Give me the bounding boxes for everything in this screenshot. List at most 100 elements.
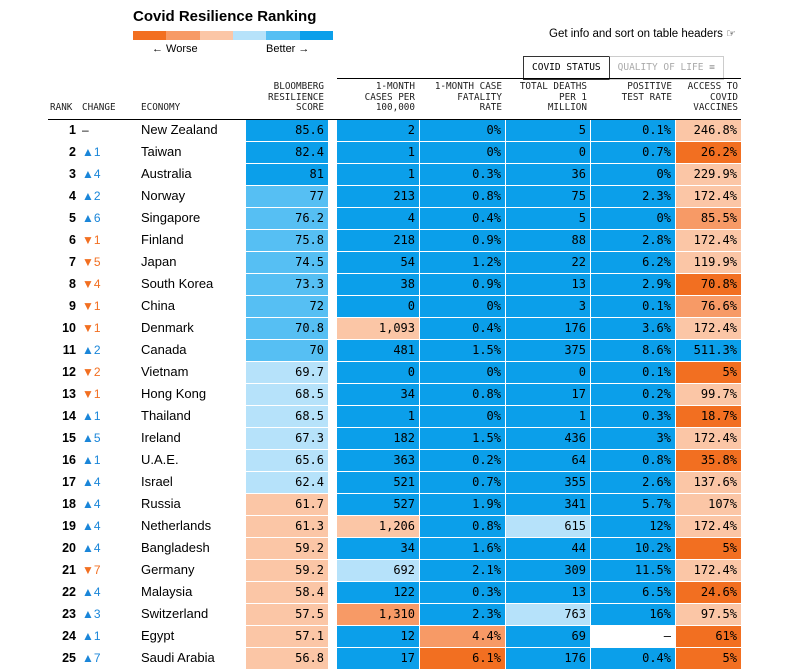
- table-row: 16 ▲1 U.A.E. 65.6 363 0.2% 64 0.8% 35.8%: [0, 449, 795, 471]
- vaccines-cell: 5%: [676, 362, 741, 383]
- score-cell: 72: [246, 296, 328, 317]
- positive-cell: 0%: [591, 164, 675, 185]
- positive-cell: 0.3%: [591, 406, 675, 427]
- header-score[interactable]: BLOOMBERG RESILIENCE SCORE: [268, 81, 324, 113]
- score-cell: 61.7: [246, 494, 328, 515]
- up-arrow-icon: ▲6: [82, 211, 101, 225]
- table-row: 3 ▲4 Australia 81 1 0.3% 36 0% 229.9%: [0, 163, 795, 185]
- change-cell: ▲3: [82, 603, 101, 625]
- tab-quality-of-life[interactable]: QUALITY OF LIFE ≡: [608, 56, 724, 80]
- header-economy[interactable]: ECONOMY: [141, 102, 181, 113]
- score-cell: 75.8: [246, 230, 328, 251]
- deaths-cell: 0: [506, 142, 590, 163]
- rank-cell: 6: [69, 233, 76, 247]
- cases-cell: 0: [337, 296, 419, 317]
- cases-cell: 1: [337, 164, 419, 185]
- cfr-cell: 0.3%: [420, 582, 505, 603]
- cfr-cell: 0.4%: [420, 318, 505, 339]
- vaccines-cell: 76.6%: [676, 296, 741, 317]
- table-row: 17 ▲4 Israel 62.4 521 0.7% 355 2.6% 137.6%: [0, 471, 795, 493]
- table-row: 2 ▲1 Taiwan 82.4 1 0% 0 0.7% 26.2%: [0, 141, 795, 163]
- table-row: 21 ▼7 Germany 59.2 692 2.1% 309 11.5% 172.4%: [0, 559, 795, 581]
- deaths-cell: 375: [506, 340, 590, 361]
- deaths-cell: 13: [506, 274, 590, 295]
- economy-cell: Bangladesh: [141, 540, 210, 555]
- cfr-cell: 0%: [420, 406, 505, 427]
- up-arrow-icon: ▲1: [82, 145, 101, 159]
- vaccines-cell: 172.4%: [676, 560, 741, 581]
- vaccines-cell: 26.2%: [676, 142, 741, 163]
- deaths-cell: 22: [506, 252, 590, 273]
- positive-cell: 2.3%: [591, 186, 675, 207]
- deaths-cell: 341: [506, 494, 590, 515]
- rank-cell: 12: [62, 365, 76, 379]
- header-cases[interactable]: 1-MONTH CASES PER 100,000: [364, 81, 415, 113]
- table-row: 20 ▲4 Bangladesh 59.2 34 1.6% 44 10.2% 5%: [0, 537, 795, 559]
- cfr-cell: 0.3%: [420, 164, 505, 185]
- cases-cell: 521: [337, 472, 419, 493]
- positive-cell: 3%: [591, 428, 675, 449]
- header-rank[interactable]: RANK: [50, 102, 73, 113]
- view-tabs: COVID STATUS QUALITY OF LIFE ≡: [523, 56, 724, 80]
- cfr-cell: 1.2%: [420, 252, 505, 273]
- header-deaths[interactable]: TOTAL DEATHS PER 1 MILLION: [519, 81, 587, 113]
- economy-cell: U.A.E.: [141, 452, 179, 467]
- cases-cell: 1,206: [337, 516, 419, 537]
- score-cell: 61.3: [246, 516, 328, 537]
- positive-cell: 0.8%: [591, 450, 675, 471]
- deaths-cell: 69: [506, 626, 590, 647]
- header-positive[interactable]: POSITIVE TEST RATE: [621, 81, 672, 103]
- change-cell: ▲4: [82, 581, 101, 603]
- rank-cell: 20: [62, 541, 76, 555]
- change-cell: ▲1: [82, 141, 101, 163]
- header-cfr[interactable]: 1-MONTH CASE FATALITY RATE: [434, 81, 502, 113]
- cfr-cell: 0.8%: [420, 384, 505, 405]
- legend-better-label: Better →: [266, 43, 310, 55]
- positive-cell: 12%: [591, 516, 675, 537]
- header-vaccines[interactable]: ACCESS TO COVID VACCINES: [687, 81, 738, 113]
- cases-cell: 1: [337, 142, 419, 163]
- up-arrow-icon: ▲4: [82, 585, 101, 599]
- vaccines-cell: 61%: [676, 626, 741, 647]
- positive-cell: 0.4%: [591, 648, 675, 669]
- economy-cell: South Korea: [141, 276, 214, 291]
- table-row: 14 ▲1 Thailand 68.5 1 0% 1 0.3% 18.7%: [0, 405, 795, 427]
- table-row: 13 ▼1 Hong Kong 68.5 34 0.8% 17 0.2% 99.7%: [0, 383, 795, 405]
- score-cell: 70: [246, 340, 328, 361]
- score-cell: 69.7: [246, 362, 328, 383]
- legend-swatch: [299, 31, 333, 40]
- up-arrow-icon: ▲4: [82, 519, 101, 533]
- score-cell: 65.6: [246, 450, 328, 471]
- rank-cell: 22: [62, 585, 76, 599]
- positive-cell: 0.1%: [591, 296, 675, 317]
- score-cell: 57.5: [246, 604, 328, 625]
- cases-cell: 1: [337, 406, 419, 427]
- tab-covid-status[interactable]: COVID STATUS: [523, 56, 609, 80]
- score-cell: 81: [246, 164, 328, 185]
- cfr-cell: 1.9%: [420, 494, 505, 515]
- up-arrow-icon: ▲4: [82, 167, 101, 181]
- score-cell: 76.2: [246, 208, 328, 229]
- economy-cell: New Zealand: [141, 122, 218, 137]
- cases-cell: 1,310: [337, 604, 419, 625]
- change-cell: ▲4: [82, 163, 101, 185]
- positive-cell: 3.6%: [591, 318, 675, 339]
- deaths-cell: 176: [506, 318, 590, 339]
- cfr-cell: 1.5%: [420, 428, 505, 449]
- deaths-cell: 3: [506, 296, 590, 317]
- economy-cell: Finland: [141, 232, 184, 247]
- header-change[interactable]: CHANGE: [82, 102, 116, 113]
- cfr-cell: 0.8%: [420, 186, 505, 207]
- positive-cell: 0%: [591, 208, 675, 229]
- cases-cell: 363: [337, 450, 419, 471]
- page-title: Covid Resilience Ranking: [133, 8, 317, 25]
- positive-cell: 2.6%: [591, 472, 675, 493]
- change-cell: ▲1: [82, 625, 101, 647]
- cfr-cell: 0%: [420, 142, 505, 163]
- cfr-cell: 0.8%: [420, 516, 505, 537]
- rank-cell: 21: [62, 563, 76, 577]
- deaths-cell: 0: [506, 362, 590, 383]
- rank-cell: 9: [69, 299, 76, 313]
- deaths-cell: 44: [506, 538, 590, 559]
- cases-cell: 2: [337, 120, 419, 141]
